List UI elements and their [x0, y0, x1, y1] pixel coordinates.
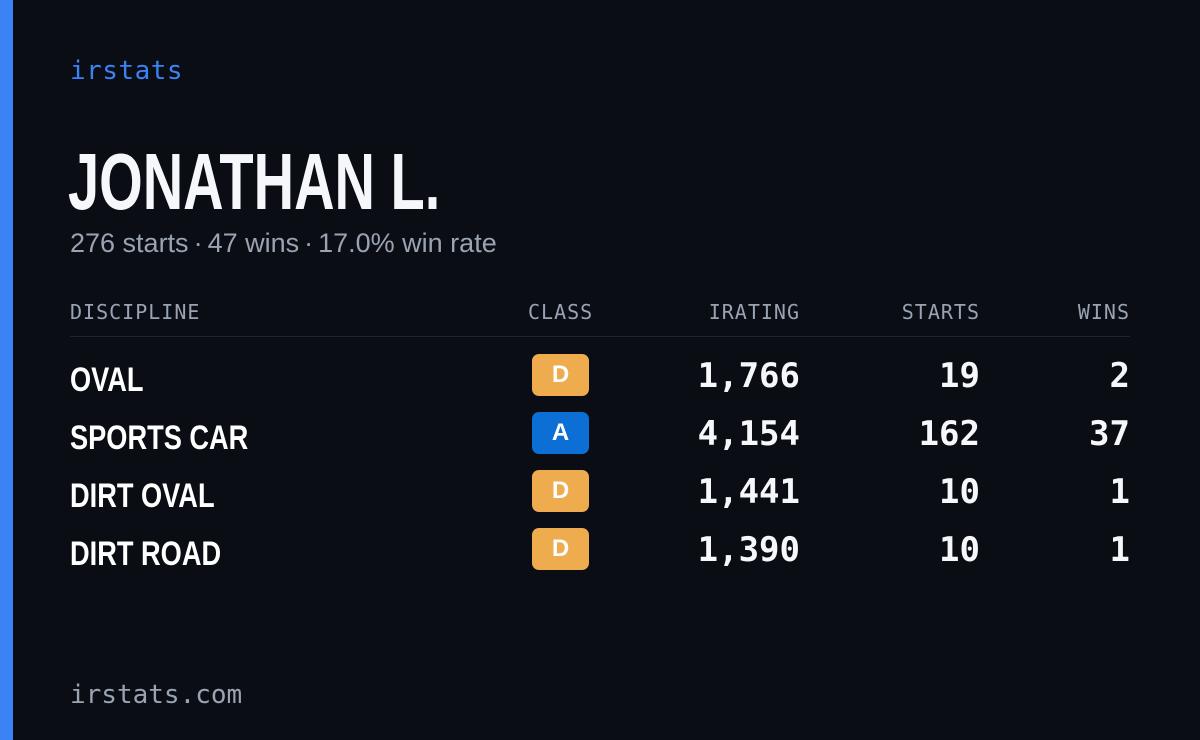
brand-logo: irstats — [70, 56, 184, 86]
player-summary: 276 starts · 47 wins · 17.0% win rate — [70, 228, 497, 259]
class-badge: D — [532, 470, 589, 512]
starts-total: 276 starts — [70, 228, 189, 258]
separator: · — [193, 228, 203, 258]
discipline-name: DIRT OVAL — [70, 477, 215, 515]
irating-value: 4,154 — [697, 414, 800, 454]
starts-value: 19 — [939, 356, 980, 396]
wins-value: 1 — [1109, 530, 1130, 570]
starts-value: 10 — [939, 472, 980, 512]
discipline-name: OVAL — [70, 361, 144, 399]
header-divider — [70, 336, 1130, 337]
win-rate: 17.0% win rate — [318, 228, 497, 258]
table-row: OVAL D 1,766 19 2 — [70, 354, 1130, 412]
table-row: DIRT ROAD D 1,390 10 1 — [70, 528, 1130, 586]
accent-bar — [0, 0, 13, 740]
table-row: SPORTS CAR A 4,154 162 37 — [70, 412, 1130, 470]
player-name: JONATHAN L. — [68, 137, 441, 226]
header-starts: STARTS — [901, 300, 980, 324]
header-class: CLASS — [528, 300, 594, 324]
wins-value: 2 — [1109, 356, 1130, 396]
header-irating: IRATING — [708, 300, 800, 324]
separator: · — [304, 228, 314, 258]
header-wins: WINS — [1077, 300, 1130, 324]
irating-value: 1,390 — [697, 530, 800, 570]
wins-value: 1 — [1109, 472, 1130, 512]
starts-value: 10 — [939, 530, 980, 570]
header-discipline: DISCIPLINE — [70, 300, 201, 324]
irating-value: 1,441 — [697, 472, 800, 512]
wins-total: 47 wins — [207, 228, 300, 258]
class-badge: D — [532, 354, 589, 396]
class-badge: D — [532, 528, 589, 570]
table-row: DIRT OVAL D 1,441 10 1 — [70, 470, 1130, 528]
wins-value: 37 — [1089, 414, 1130, 454]
starts-value: 162 — [918, 414, 980, 454]
discipline-name: SPORTS CAR — [70, 419, 249, 457]
class-badge: A — [532, 412, 589, 454]
footer-url: irstats.com — [70, 680, 243, 710]
irating-value: 1,766 — [697, 356, 800, 396]
discipline-name: DIRT ROAD — [70, 535, 222, 573]
